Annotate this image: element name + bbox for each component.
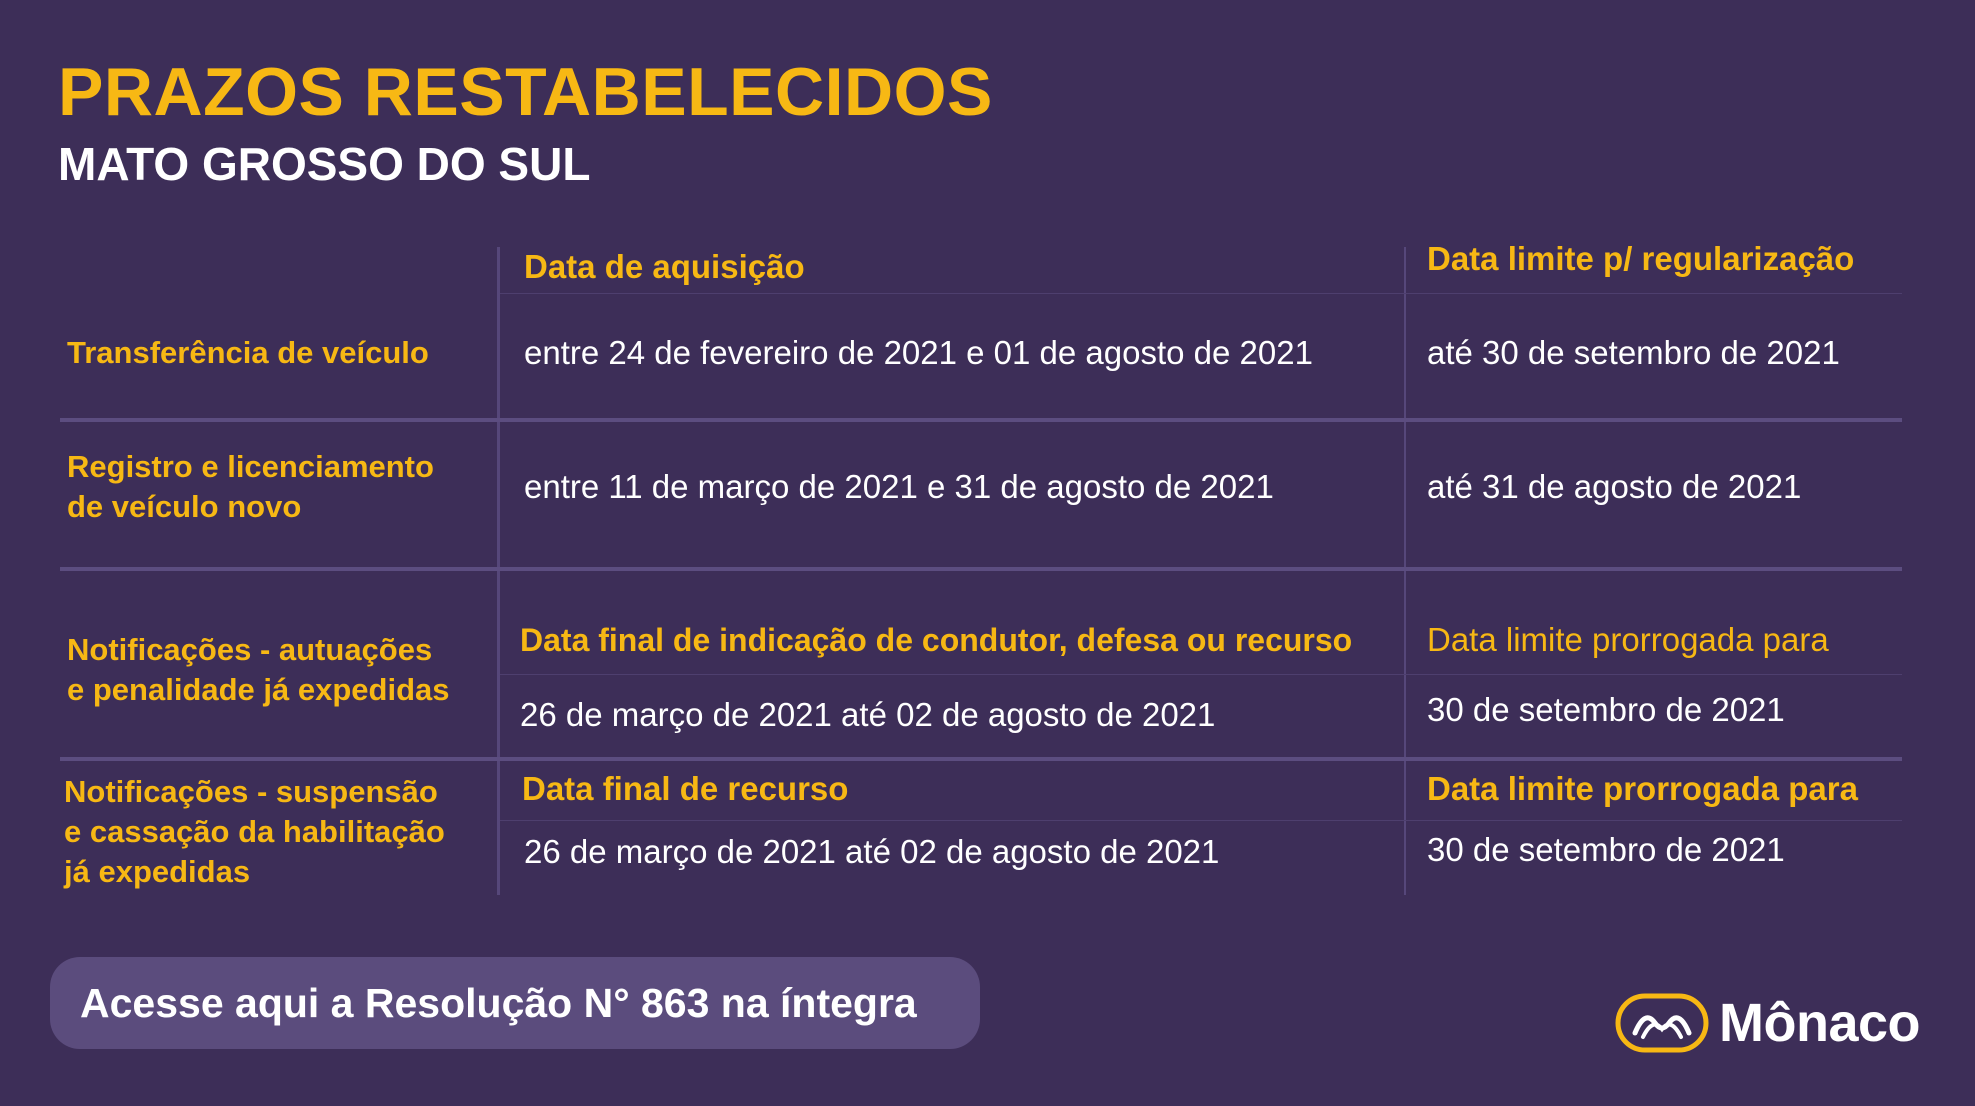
column-header-deadline: Data limite p/ regularização [1427, 240, 1855, 277]
row-label-line: Registro e licenciamento [67, 449, 434, 484]
row-label: Notificações - autuações e penalidade já… [67, 630, 450, 710]
deadline-date: até 31 de agosto de 2021 [1427, 468, 1802, 505]
column-divider [1404, 247, 1406, 895]
row-label-line: Notificações - suspensão [64, 774, 438, 809]
monaco-logo-icon [1615, 993, 1709, 1053]
row-label-line: e cassação da habilitação [64, 814, 445, 849]
acquisition-date: 26 de março de 2021 até 02 de agosto de … [524, 833, 1220, 870]
row-label-line: e penalidade já expedidas [67, 672, 450, 707]
sub-header-date: Data final de recurso [522, 770, 849, 807]
row-label-line: Notificações - autuações [67, 632, 433, 667]
column-divider [497, 247, 500, 895]
acquisition-date: entre 24 de fevereiro de 2021 e 01 de ag… [524, 334, 1313, 371]
page-subtitle: MATO GROSSO DO SUL [58, 138, 591, 190]
deadlines-table: Data de aquisição Data limite p/ regular… [60, 240, 1902, 895]
sub-header-limit: Data limite prorrogada para [1427, 770, 1858, 807]
row-label: Notificações - suspensão e cassação da h… [64, 772, 445, 892]
sub-header-date: Data final de indicação de condutor, def… [520, 622, 1353, 658]
row-label-line: já expedidas [64, 854, 251, 889]
deadline-date: até 30 de setembro de 2021 [1427, 334, 1840, 371]
row-label: Registro e licenciamento de veículo novo [67, 447, 434, 527]
row-divider [500, 820, 1902, 821]
resolution-link-button[interactable]: Acesse aqui a Resolução N° 863 na íntegr… [50, 957, 980, 1049]
brand-name: Mônaco [1719, 993, 1921, 1053]
deadline-date: 30 de setembro de 2021 [1427, 691, 1785, 728]
row-divider [60, 418, 1902, 422]
row-divider [500, 674, 1902, 675]
row-divider [500, 293, 1902, 294]
deadline-date: 30 de setembro de 2021 [1427, 831, 1785, 868]
acquisition-date: 26 de março de 2021 até 02 de agosto de … [520, 696, 1216, 733]
sub-header-limit: Data limite prorrogada para [1427, 621, 1829, 658]
row-label: Transferência de veículo [67, 335, 429, 370]
row-divider [60, 757, 1902, 761]
page-title: PRAZOS RESTABELECIDOS [58, 54, 993, 130]
acquisition-date: entre 11 de março de 2021 e 31 de agosto… [524, 468, 1274, 505]
column-header-acquisition: Data de aquisição [524, 248, 805, 285]
brand-logo: Mônaco [1615, 990, 1921, 1056]
row-divider [60, 567, 1902, 571]
row-label-line: de veículo novo [67, 489, 302, 524]
